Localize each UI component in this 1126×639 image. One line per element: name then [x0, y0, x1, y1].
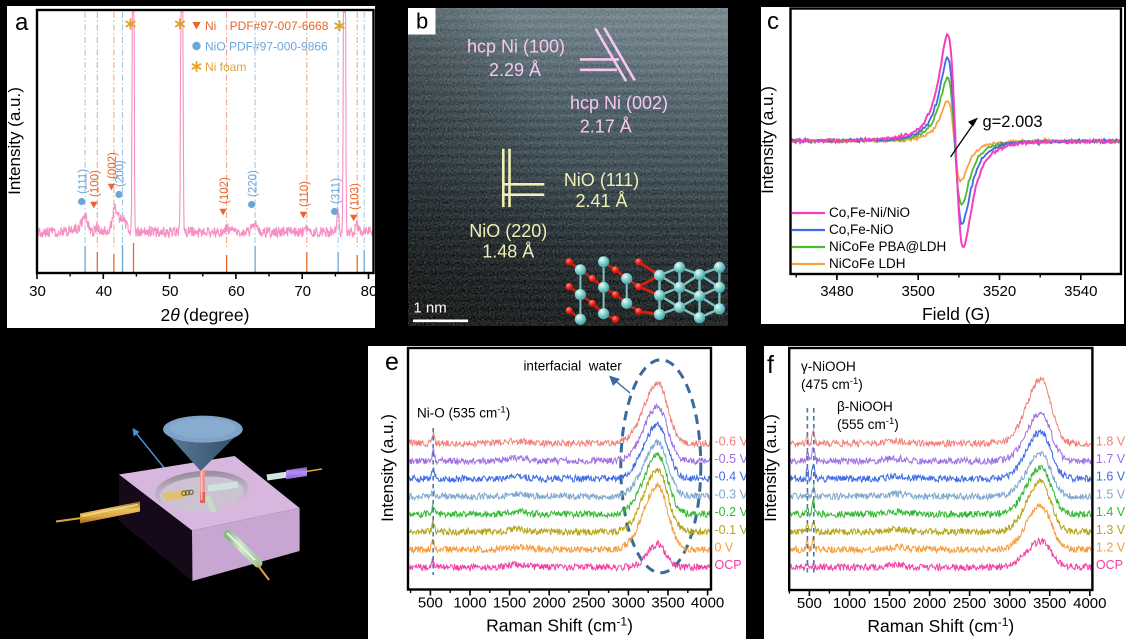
svg-text:(220): (220)	[247, 170, 259, 197]
svg-text:3000: 3000	[612, 595, 645, 612]
svg-text:(110): (110)	[299, 181, 311, 207]
svg-text:-0.5 V: -0.5 V	[715, 452, 747, 466]
svg-text:γ-NiOOH: γ-NiOOH	[801, 359, 856, 374]
svg-text:-0.1 V: -0.1 V	[715, 523, 747, 537]
svg-text:3520: 3520	[983, 283, 1016, 300]
svg-text:3000: 3000	[993, 595, 1026, 612]
svg-text:500: 500	[797, 595, 822, 612]
svg-text:Raman Shift (cm-1): Raman Shift (cm-1)	[486, 615, 633, 636]
svg-text:-0.2 V: -0.2 V	[715, 505, 747, 519]
svg-text:(555 cm-1): (555 cm-1)	[837, 416, 899, 432]
svg-text:e: e	[385, 348, 399, 376]
svg-text:1000: 1000	[833, 595, 866, 612]
svg-text:1.4 V: 1.4 V	[1096, 505, 1126, 519]
svg-text:2.17 Å: 2.17 Å	[580, 117, 632, 137]
svg-text:60: 60	[228, 283, 245, 300]
svg-text:NiCoFe PBA@LDH: NiCoFe PBA@LDH	[829, 239, 946, 254]
svg-text:Intensity (a.u.): Intensity (a.u.)	[378, 414, 397, 522]
svg-text:f: f	[767, 351, 774, 379]
svg-text:2θ (degree): 2θ (degree)	[161, 305, 250, 325]
svg-text:Intensity (a.u.): Intensity (a.u.)	[764, 414, 780, 522]
svg-text:1.6 V: 1.6 V	[1096, 470, 1126, 484]
svg-text:4000: 4000	[1073, 595, 1106, 612]
svg-text:Raman Shift (cm-1): Raman Shift (cm-1)	[867, 615, 1014, 636]
svg-text:70: 70	[294, 283, 311, 300]
svg-text:hcp Ni (002): hcp Ni (002)	[570, 93, 668, 113]
svg-text:g=2.003: g=2.003	[983, 113, 1043, 131]
svg-text:(311): (311)	[330, 178, 342, 204]
svg-text:interfacial water: interfacial water	[523, 359, 622, 374]
svg-text:b: b	[416, 9, 428, 34]
svg-text:Intensity (a.u.): Intensity (a.u.)	[761, 86, 777, 194]
svg-text:Co,Fe-NiO: Co,Fe-NiO	[829, 222, 894, 237]
svg-text:1500: 1500	[873, 595, 906, 612]
svg-text:1.3 V: 1.3 V	[1096, 523, 1126, 537]
svg-text:2.41 Å: 2.41 Å	[575, 191, 627, 211]
svg-text:(002): (002)	[107, 152, 119, 179]
svg-text:1.8 V: 1.8 V	[1096, 434, 1126, 448]
svg-text:Ni foam: Ni foam	[205, 60, 246, 74]
svg-text:3500: 3500	[651, 595, 684, 612]
svg-text:Intensity (a.u.): Intensity (a.u.)	[7, 87, 24, 195]
svg-text:1 nm: 1 nm	[413, 300, 446, 317]
svg-text:1.5 V: 1.5 V	[1096, 487, 1126, 501]
svg-text:Field (G): Field (G)	[922, 304, 990, 324]
svg-text:2000: 2000	[913, 595, 946, 612]
svg-text:NiO (111): NiO (111)	[564, 170, 639, 190]
svg-text:3500: 3500	[902, 283, 935, 300]
svg-text:1.2 V: 1.2 V	[1096, 541, 1126, 555]
svg-text:50: 50	[162, 283, 179, 300]
svg-text:a: a	[15, 9, 29, 36]
svg-text:-0.3 V: -0.3 V	[715, 487, 747, 501]
svg-text:-0.6 V: -0.6 V	[715, 434, 747, 448]
svg-text:(475 cm-1): (475 cm-1)	[801, 376, 863, 392]
svg-text:Ni PDF#97-007-6668: Ni PDF#97-007-6668	[205, 19, 329, 33]
svg-text:1000: 1000	[453, 595, 486, 612]
svg-text:β-NiOOH: β-NiOOH	[837, 399, 893, 414]
svg-text:2000: 2000	[533, 595, 566, 612]
svg-text:Co,Fe-Ni/NiO: Co,Fe-Ni/NiO	[829, 205, 910, 220]
svg-text:Ni-O (535 cm-1): Ni-O (535 cm-1)	[417, 405, 510, 421]
svg-text:3500: 3500	[1033, 595, 1066, 612]
svg-text:1500: 1500	[493, 595, 526, 612]
svg-text:2500: 2500	[572, 595, 605, 612]
svg-text:NiO PDF#97-000-9866: NiO PDF#97-000-9866	[205, 40, 328, 54]
svg-text:4000: 4000	[691, 595, 724, 612]
svg-text:(111): (111)	[77, 169, 89, 194]
svg-text:OCP: OCP	[715, 558, 742, 572]
svg-text:1.7 V: 1.7 V	[1096, 452, 1126, 466]
svg-text:OCP: OCP	[1096, 558, 1123, 572]
svg-text:40: 40	[95, 283, 112, 300]
svg-text:2500: 2500	[953, 595, 986, 612]
svg-text:(102): (102)	[219, 177, 231, 204]
svg-text:3540: 3540	[1064, 283, 1097, 300]
svg-text:3480: 3480	[820, 283, 853, 300]
svg-text:NiO (220): NiO (220)	[469, 221, 547, 241]
svg-text:1.48 Å: 1.48 Å	[482, 241, 534, 261]
svg-text:30: 30	[29, 283, 46, 300]
svg-text:(200): (200)	[115, 160, 127, 187]
svg-text:(100): (100)	[90, 170, 102, 197]
svg-text:2.29 Å: 2.29 Å	[489, 60, 541, 80]
svg-text:80: 80	[361, 283, 375, 300]
svg-text:500: 500	[418, 595, 443, 612]
svg-text:0 V: 0 V	[715, 541, 734, 555]
svg-text:hcp Ni (100): hcp Ni (100)	[467, 36, 565, 56]
svg-text:c: c	[767, 8, 779, 35]
svg-text:NiCoFe LDH: NiCoFe LDH	[829, 256, 906, 271]
svg-text:(103): (103)	[349, 183, 361, 210]
svg-text:-0.4 V: -0.4 V	[715, 470, 747, 484]
